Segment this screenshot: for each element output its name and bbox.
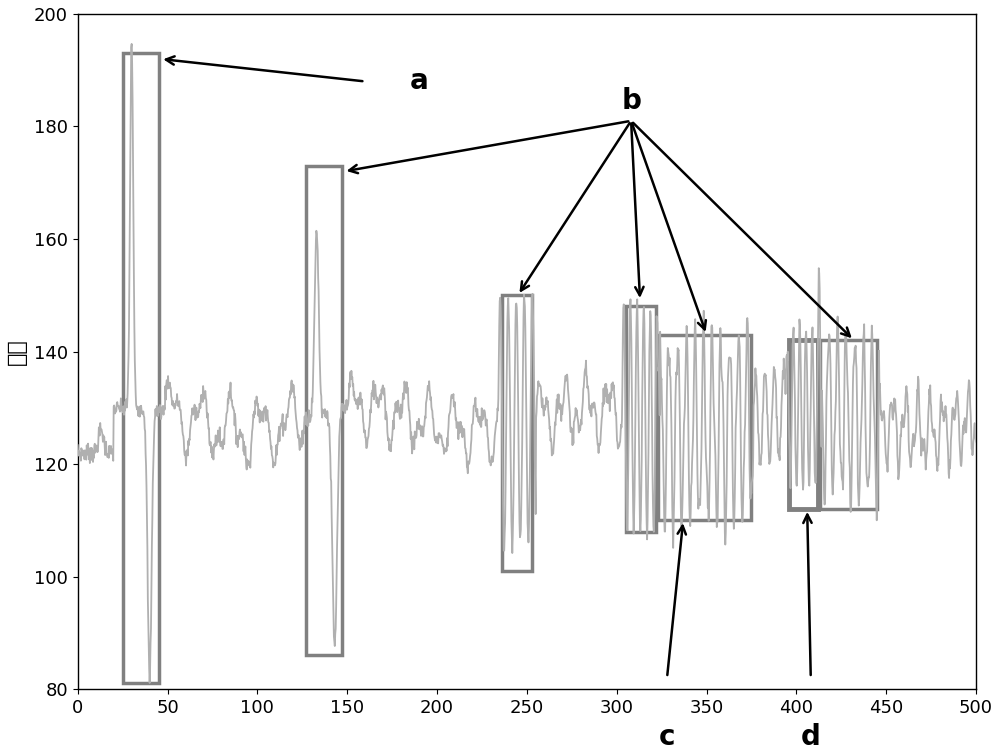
Text: d: d: [801, 723, 821, 751]
Bar: [306, 166, 342, 655]
Bar: [123, 53, 159, 684]
Bar: [789, 340, 818, 509]
Bar: [820, 340, 877, 509]
Bar: [626, 306, 656, 532]
Text: b: b: [621, 87, 641, 115]
Y-axis label: 幅値: 幅値: [7, 338, 27, 365]
Text: c: c: [659, 723, 675, 751]
Bar: [658, 334, 751, 520]
Text: a: a: [410, 68, 429, 96]
Bar: [502, 295, 532, 571]
